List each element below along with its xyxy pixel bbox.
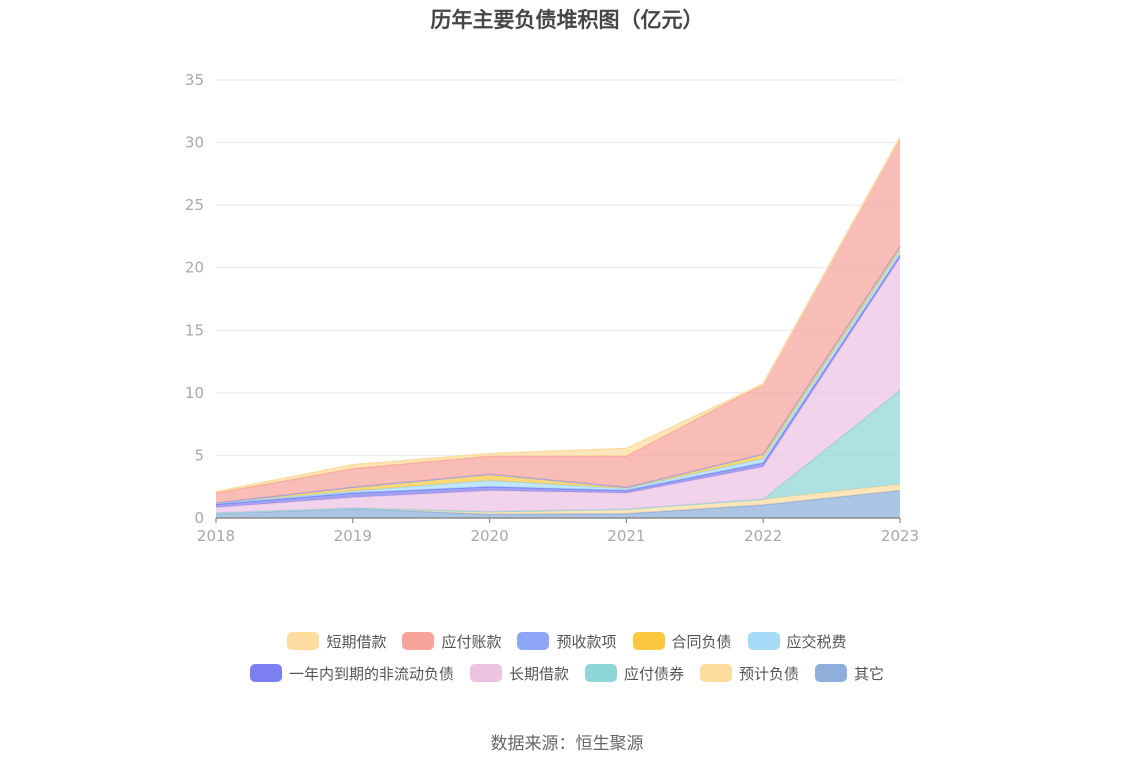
legend-item[interactable]: 短期借款 (287, 628, 386, 654)
legend-swatch (747, 632, 780, 650)
legend-label: 应交税费 (786, 632, 847, 651)
legend-label: 应付债券 (623, 664, 684, 683)
x-tick-label: 2021 (607, 527, 645, 545)
y-tick-label: 15 (185, 321, 204, 339)
legend-item[interactable]: 合同负债 (632, 628, 732, 654)
legend-item[interactable]: 其它 (815, 660, 884, 686)
x-tick-label: 2020 (471, 527, 509, 545)
legend-swatch (469, 664, 502, 682)
y-tick-label: 30 (185, 134, 204, 152)
x-tick-label: 2023 (881, 527, 919, 545)
area-series-应付账款 (216, 137, 900, 503)
legend-item[interactable]: 应付债券 (584, 660, 684, 686)
legend-label: 合同负债 (671, 632, 732, 651)
legend-swatch (517, 632, 550, 650)
legend-swatch (287, 632, 320, 650)
legend-label: 其它 (854, 664, 885, 683)
legend-swatch (584, 664, 617, 682)
legend: 短期借款 应付账款 预收款项 合同负债 应交税费 一年内到期的非流动负债 长期借款 应付债券… (0, 628, 1134, 692)
y-tick-label: 10 (185, 384, 204, 402)
y-tick-label: 35 (185, 71, 204, 89)
legend-swatch (402, 632, 435, 650)
x-tick-label: 2018 (197, 527, 235, 545)
legend-label: 预计负债 (739, 664, 800, 683)
legend-label: 短期借款 (326, 632, 387, 651)
legend-item[interactable]: 长期借款 (469, 660, 569, 686)
legend-item[interactable]: 预收款项 (517, 628, 617, 654)
gridlines (216, 79, 900, 456)
legend-item[interactable]: 应交税费 (747, 628, 847, 654)
legend-swatch (700, 664, 732, 682)
chart-title: 历年主要负债堆积图（亿元） (430, 8, 704, 32)
legend-swatch (632, 632, 665, 650)
legend-row: 一年内到期的非流动负债 长期借款 应付债券 预计负债 其它 (0, 660, 1134, 686)
legend-item[interactable]: 一年内到期的非流动负债 (249, 660, 454, 686)
legend-swatch (815, 664, 848, 682)
y-tick-label: 20 (185, 259, 204, 277)
series-line-短期借款 (215, 137, 901, 493)
x-tick-label: 2019 (334, 527, 372, 545)
y-tick-label: 25 (185, 196, 204, 214)
y-tick-label: 5 (194, 446, 204, 464)
legend-item[interactable]: 应付账款 (402, 628, 501, 654)
y-tick-label: 0 (194, 509, 204, 527)
x-tick-label: 2022 (744, 527, 782, 545)
legend-row: 短期借款 应付账款 预收款项 合同负债 应交税费 (0, 628, 1134, 654)
legend-label: 预收款项 (556, 632, 617, 651)
axes: 0 5 10 15 20 25 30 35 2018 2019 2020 2021 2022 2023 (185, 71, 919, 545)
area-series-其它 (216, 490, 900, 518)
area-series-预计负债 (216, 484, 900, 515)
legend-item[interactable]: 预计负债 (700, 660, 799, 686)
area-series (215, 137, 901, 518)
stacked-area-chart: 0 5 10 15 20 25 30 35 2018 2019 2020 2021 2022 2023 (185, 71, 919, 545)
legend-label: 应付账款 (441, 632, 502, 651)
legend-swatch (249, 664, 282, 682)
legend-label: 长期借款 (508, 664, 569, 683)
source-note: 数据来源：恒生聚源 (490, 734, 644, 754)
legend-label: 一年内到期的非流动负债 (288, 664, 454, 683)
